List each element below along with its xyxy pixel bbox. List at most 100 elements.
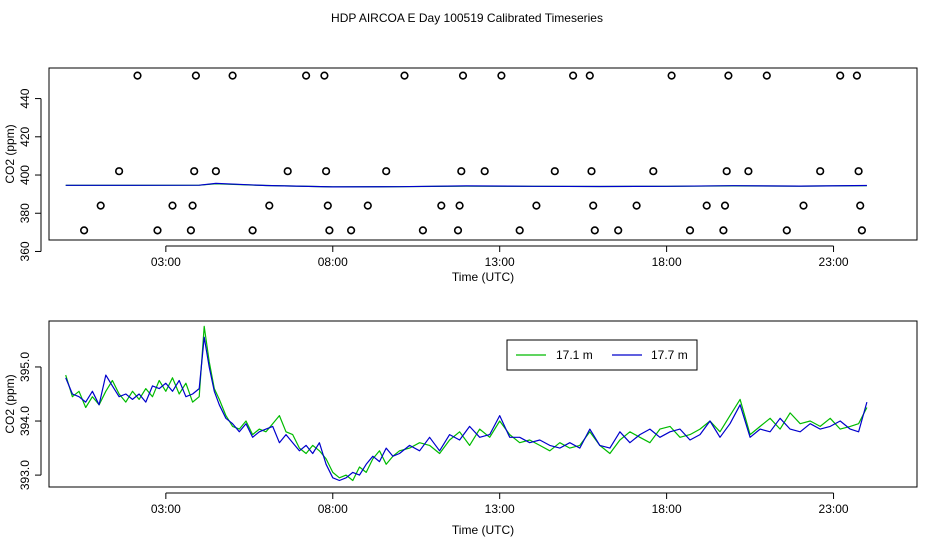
scatter-point <box>188 201 197 210</box>
scatter-point <box>382 167 391 176</box>
scatter-point <box>133 71 142 80</box>
top-x-tick-label: 13:00 <box>485 255 515 269</box>
scatter-point <box>649 167 658 176</box>
scatter-point <box>168 201 177 210</box>
top-y-tick-label: 440 <box>18 88 32 108</box>
scatter-point <box>437 201 446 210</box>
line-series-top <box>65 182 867 188</box>
y-axis-bottom: 393.0 394.0 395.0 <box>18 352 42 490</box>
scatter-point <box>497 71 506 80</box>
scatter-point <box>836 71 845 80</box>
y-axis-label-bottom: CO2 (ppm) <box>3 374 17 433</box>
scatter-point <box>320 71 329 80</box>
scatter-point <box>96 201 105 210</box>
figure-title: HDP AIRCOA E Day 100519 Calibrated Times… <box>331 11 603 25</box>
x-axis-label-bottom: Time (UTC) <box>452 523 514 537</box>
scatter-point <box>722 167 731 176</box>
scatter-point <box>347 226 356 235</box>
scatter-point <box>724 71 733 80</box>
scatter-point <box>762 71 771 80</box>
bottom-y-tick-label: 395.0 <box>18 352 32 382</box>
scatter-point <box>228 71 237 80</box>
scatter-point <box>302 71 311 80</box>
top-y-tick-label: 400 <box>18 165 32 185</box>
scatter-point <box>325 226 334 235</box>
top-y-tick-label: 380 <box>18 203 32 223</box>
series-line-17-7m <box>65 336 868 482</box>
scatter-point <box>720 201 730 210</box>
scatter-point <box>568 71 578 80</box>
scatter-point <box>719 226 728 235</box>
scatter-point <box>186 226 195 235</box>
panel-top: 03:00 08:00 13:00 18:00 23:00 360 380 400 420 44… <box>3 67 918 284</box>
scatter-point <box>587 167 596 176</box>
bottom-y-tick-label: 394.0 <box>18 406 32 436</box>
scatter-point <box>590 226 599 235</box>
scatter-point <box>190 167 199 176</box>
scatter-point <box>363 201 372 210</box>
scatter-point <box>457 167 466 176</box>
scatter-point <box>453 226 463 235</box>
scatter-point <box>480 167 489 176</box>
top-x-tick-label: 23:00 <box>819 255 849 269</box>
scatter-point <box>856 201 865 210</box>
panel-bottom: 03:00 08:00 13:00 18:00 23:00 393.0 394.0 395.… <box>3 320 918 537</box>
legend-label-17-1m: 17.1 m <box>556 348 593 362</box>
scatter-point <box>515 226 524 235</box>
top-y-tick-label: 360 <box>18 241 32 261</box>
top-x-tick-label: 08:00 <box>318 255 348 269</box>
scatter-point <box>191 71 200 80</box>
bottom-y-tick-label: 393.0 <box>18 460 32 490</box>
top-x-tick-label: 18:00 <box>652 255 682 269</box>
plot-frame-top <box>48 67 918 241</box>
scatter-point <box>550 167 559 176</box>
legend: 17.1 m 17.7 m <box>506 339 698 371</box>
scatter-point <box>265 201 274 210</box>
y-axis-top: 360 380 400 420 440 <box>18 88 42 261</box>
scatter-point <box>852 71 862 80</box>
bottom-x-tick-label: 03:00 <box>151 502 181 516</box>
scatter-point <box>782 226 791 235</box>
scatter-point <box>458 71 468 80</box>
x-axis-label-top: Time (UTC) <box>452 270 514 284</box>
scatter-point <box>585 71 594 80</box>
x-axis-bottom: 03:00 08:00 13:00 18:00 23:00 <box>151 492 849 516</box>
scatter-point <box>589 201 598 210</box>
scatter-point <box>211 167 220 176</box>
legend-label-17-7m: 17.7 m <box>651 348 688 362</box>
scatter-point <box>400 71 409 80</box>
y-axis-label-top: CO2 (ppm) <box>3 124 17 183</box>
bottom-x-tick-label: 18:00 <box>652 502 682 516</box>
scatter-point <box>744 167 753 176</box>
scatter-point <box>532 201 541 210</box>
x-axis-top: 03:00 08:00 13:00 18:00 23:00 <box>151 245 849 269</box>
scatter-point <box>323 201 332 210</box>
scatter-point <box>322 167 331 176</box>
bottom-x-tick-label: 08:00 <box>318 502 348 516</box>
plot-frame-bottom <box>48 320 918 488</box>
scatter-point <box>816 167 825 176</box>
scatter-point <box>667 71 676 80</box>
scatter-point <box>799 201 808 210</box>
scatter-point <box>79 226 89 235</box>
scatter-points-top <box>79 71 867 235</box>
line-series-bottom <box>65 325 868 482</box>
scatter-point <box>614 226 623 235</box>
series-line-17-1m <box>65 325 868 482</box>
top-x-tick-label: 03:00 <box>151 255 181 269</box>
top-series-line-2 <box>65 182 867 188</box>
scatter-point <box>455 201 464 210</box>
scatter-point <box>418 226 428 235</box>
scatter-point <box>114 167 124 176</box>
scatter-point <box>283 167 292 176</box>
scatter-point <box>248 226 257 235</box>
scatter-point <box>632 201 641 210</box>
scatter-point <box>702 201 711 210</box>
scatter-point <box>857 226 867 235</box>
bottom-x-tick-label: 13:00 <box>485 502 515 516</box>
scatter-point <box>685 226 695 235</box>
bottom-x-tick-label: 23:00 <box>819 502 849 516</box>
scatter-point <box>153 226 162 235</box>
